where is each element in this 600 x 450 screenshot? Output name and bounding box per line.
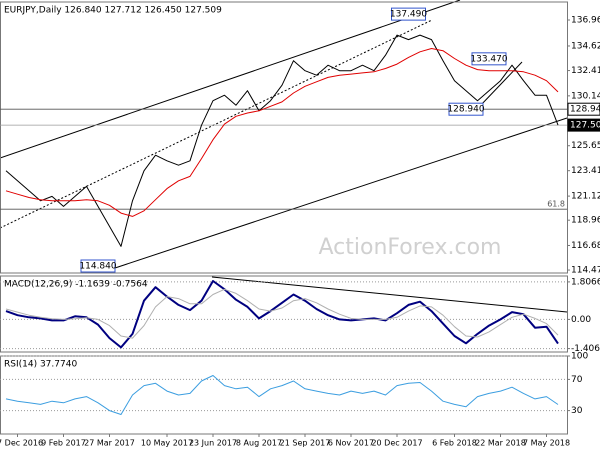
series-line (5, 48, 559, 217)
panel-frame (0, 1, 568, 274)
annotation-box (471, 52, 507, 66)
level-box (567, 118, 600, 132)
y-tick-label: 1.8066 (571, 277, 600, 287)
series-line (5, 375, 559, 415)
x-tick-label: 23 Jun 2017 (189, 439, 237, 448)
annotation-label: 128.940 (447, 105, 484, 115)
level-box (567, 102, 600, 116)
y-tick-label: 125.655 (571, 141, 600, 151)
x-tick-label: 8 Aug 2017 (236, 439, 282, 448)
level-label: 127.509 (570, 121, 600, 131)
x-tick-label: 6 Nov 2017 (328, 439, 374, 448)
panel-frame (0, 355, 568, 435)
channel-lower (114, 117, 568, 269)
annotation-box (391, 7, 426, 21)
series-line (5, 288, 559, 339)
y-tick-label: 114.475 (571, 266, 600, 276)
x-tick-label: 7 May 2018 (523, 439, 570, 448)
y-tick-label: 70 (571, 375, 583, 385)
annotation-box (80, 259, 116, 273)
series-line (5, 280, 559, 349)
channel-mid (0, 19, 433, 229)
panel-title: RSI(14) 37.7740 (4, 360, 77, 370)
y-tick-label: 130.140 (571, 91, 600, 101)
x-tick-label: 6 Feb 2018 (432, 439, 477, 448)
y-tick-label: 100 (571, 352, 588, 362)
annotation-box (448, 102, 484, 116)
level-label: 61.8 (547, 200, 565, 209)
y-tick-label: 134.625 (571, 41, 600, 51)
x-tick-label: 21 Sep 2017 (280, 439, 331, 448)
series-line (5, 34, 559, 247)
x-tick-label: 9 Feb 2017 (41, 439, 86, 448)
annotation-label: 114.840 (79, 261, 116, 271)
y-tick-label: 121.125 (571, 192, 600, 202)
channel-upper (0, 0, 461, 159)
annotation-label: 137.490 (390, 10, 427, 20)
y-tick-label: 30 (571, 406, 583, 416)
y-tick-label: 136.960 (571, 16, 600, 26)
y-tick-label: -1.4061 (571, 344, 600, 354)
x-tick-label: 27 Mar 2017 (84, 439, 135, 448)
panel-frame (0, 275, 568, 353)
trendline (479, 61, 523, 107)
x-tick-label: 22 Mar 2018 (475, 439, 526, 448)
panel-title: MACD(12,26,9) -1.1639 -0.7564 (4, 280, 148, 290)
level-label: 128.940 (570, 105, 600, 115)
panel-title: EURJPY,Daily 126.840 127.712 126.450 127… (4, 6, 222, 16)
x-tick-label: 27 Dec 2016 (0, 439, 43, 448)
watermark: ActionForex.com (319, 235, 502, 260)
y-tick-label: 118.960 (571, 216, 600, 226)
x-tick-label: 10 May 2017 (141, 439, 193, 448)
y-tick-label: 123.410 (571, 166, 600, 176)
macd-trendline (211, 276, 568, 313)
x-tick-label: 20 Dec 2017 (371, 439, 422, 448)
annotation-label: 133.470 (470, 54, 507, 64)
y-tick-label: 116.685 (571, 241, 600, 251)
y-tick-label: 0.00 (571, 315, 591, 325)
y-tick-label: 132.415 (571, 66, 600, 76)
